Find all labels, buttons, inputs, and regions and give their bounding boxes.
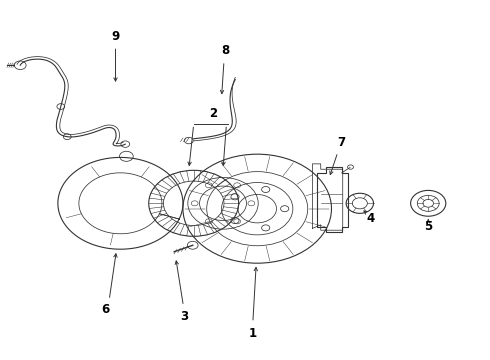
Text: 3: 3: [180, 310, 188, 324]
Text: 6: 6: [101, 303, 110, 316]
Text: 5: 5: [424, 220, 432, 233]
Text: 1: 1: [248, 327, 256, 339]
Text: 4: 4: [367, 212, 375, 225]
Text: 8: 8: [221, 44, 230, 57]
Text: 9: 9: [111, 30, 120, 43]
Text: 2: 2: [209, 107, 217, 120]
Text: 7: 7: [338, 136, 346, 149]
